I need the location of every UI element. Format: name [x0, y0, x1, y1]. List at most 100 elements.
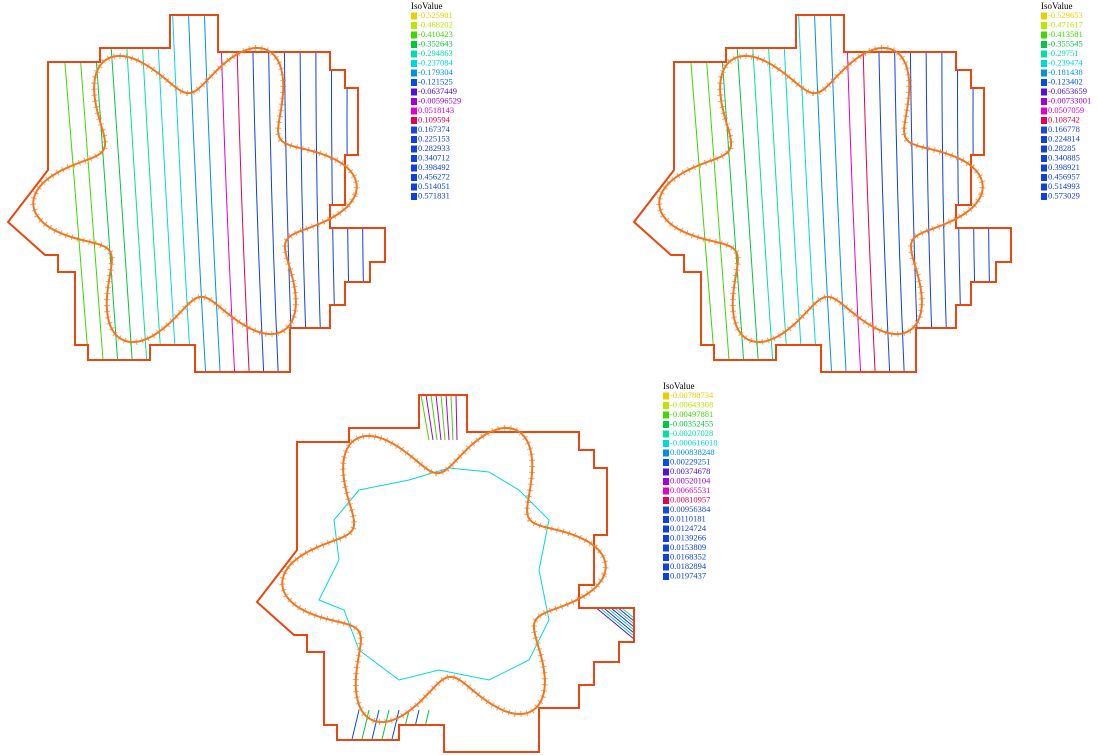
- legend-swatch: [411, 174, 417, 181]
- legend-value: -0.525981: [418, 10, 453, 20]
- panel: [256, 394, 635, 753]
- legend-value: 0.0153809: [670, 542, 706, 552]
- legend-swatch: [1041, 41, 1047, 48]
- legend-swatch: [411, 88, 417, 96]
- legend-swatch: [1041, 136, 1047, 143]
- legend-value: 0.00810957: [670, 494, 710, 504]
- isoline: [187, 15, 207, 372]
- domain-outline: [256, 394, 635, 753]
- legend-value: -0.294863: [418, 48, 453, 58]
- isoline: [388, 709, 400, 752]
- legend-swatch: [1041, 164, 1047, 172]
- legend-swatch: [663, 497, 669, 504]
- legend-swatch: [411, 136, 417, 143]
- legend-swatch: [411, 12, 417, 20]
- isoline: [733, 15, 760, 372]
- isoline: [813, 15, 833, 372]
- isoline: [408, 709, 420, 752]
- legend-value: -0.121525: [418, 76, 453, 86]
- isoline: [420, 395, 430, 441]
- legend-swatch: [411, 69, 417, 77]
- legend-value: 0.0168352: [670, 551, 706, 561]
- legend-value: 0.0197437: [670, 570, 706, 580]
- isoline: [957, 15, 963, 372]
- legend-swatch: [411, 117, 417, 124]
- legend-swatch: [1041, 193, 1047, 200]
- legend-swatch: [663, 459, 669, 466]
- legend-swatch: [411, 79, 417, 86]
- legend-value: -0.0653659: [1048, 86, 1087, 96]
- legend-swatch: [411, 107, 417, 115]
- isoline: [781, 15, 804, 372]
- legend-swatch: [663, 516, 669, 523]
- isoline: [749, 15, 775, 372]
- isoline: [139, 15, 163, 372]
- legend-swatch: [1041, 22, 1047, 29]
- legend-swatch: [663, 563, 669, 571]
- legend-swatch: [1041, 88, 1047, 96]
- legend-swatch: [663, 449, 669, 457]
- interface-curve: [658, 46, 984, 344]
- isoline: [348, 709, 360, 752]
- isoline: [593, 605, 634, 640]
- legend-swatch: [663, 440, 669, 447]
- legend-value: 0.0124724: [670, 523, 707, 533]
- legend-value: 0.0110181: [670, 513, 706, 523]
- legend-swatch: [663, 554, 669, 561]
- legend-value: -0.00596529: [418, 95, 461, 105]
- legend-value: -0.181438: [1048, 67, 1083, 77]
- legend-swatch: [663, 535, 669, 542]
- legend-value: -0.179304: [418, 67, 453, 77]
- isoline: [972, 15, 978, 372]
- isoline: [941, 15, 949, 372]
- legend-swatch: [663, 430, 669, 438]
- legend-swatch: [1041, 50, 1047, 58]
- legend-swatch: [411, 155, 417, 162]
- isoline: [450, 395, 454, 441]
- isoline: [251, 15, 265, 372]
- legend-value: -0.29751: [1048, 48, 1078, 58]
- legend-value: 0.0139266: [670, 532, 706, 542]
- isoline: [361, 15, 366, 372]
- legend-swatch: [1041, 79, 1047, 86]
- legend-value: -0.413581: [1048, 29, 1083, 39]
- legend-value: 0.00665531: [670, 485, 710, 495]
- legend-value: 0.398921: [1048, 162, 1080, 172]
- interface-curve: [281, 426, 607, 724]
- legend-swatch: [411, 164, 417, 172]
- legend-value: 0.00374678: [670, 466, 710, 476]
- legend-swatch: [1041, 174, 1047, 181]
- isoline: [123, 15, 149, 372]
- legend-value: 0.0507059: [1048, 105, 1084, 115]
- legend-value: -0.00497881: [670, 409, 713, 419]
- legend-value: 0.00229251: [670, 456, 710, 466]
- legend-swatch: [1041, 31, 1047, 39]
- legend-value: 0.456272: [418, 171, 450, 181]
- legend-swatch: [411, 31, 417, 39]
- isoline: [455, 395, 458, 441]
- legend-swatch: [411, 183, 417, 191]
- legend-title: IsoValue: [1041, 1, 1073, 11]
- legend-swatch: [663, 468, 669, 476]
- legend-swatch: [411, 60, 417, 67]
- legend-swatch: [411, 22, 417, 29]
- legend-value: 0.340712: [418, 152, 450, 162]
- legend-swatch: [1041, 60, 1047, 67]
- legend-value: -0.00733001: [1048, 95, 1091, 105]
- legend-swatch: [663, 402, 669, 409]
- legend-value: 0.224814: [1048, 133, 1081, 143]
- legend-swatch: [1041, 145, 1047, 153]
- isolines: [59, 15, 366, 372]
- isoline: [445, 395, 450, 441]
- legend-value: -0.123402: [1048, 76, 1083, 86]
- legend-value: -0.355545: [1048, 38, 1083, 48]
- legend-value: 0.398492: [418, 162, 450, 172]
- legend-value: 0.456957: [1048, 171, 1080, 181]
- isoline: [765, 15, 789, 372]
- legend-swatch: [411, 145, 417, 153]
- legend-value: -0.000616018: [670, 437, 717, 447]
- legend: IsoValue-0.529653-0.471617-0.413581-0.35…: [1041, 1, 1091, 200]
- legend-swatch: [663, 478, 669, 485]
- legend-title: IsoValue: [411, 1, 443, 11]
